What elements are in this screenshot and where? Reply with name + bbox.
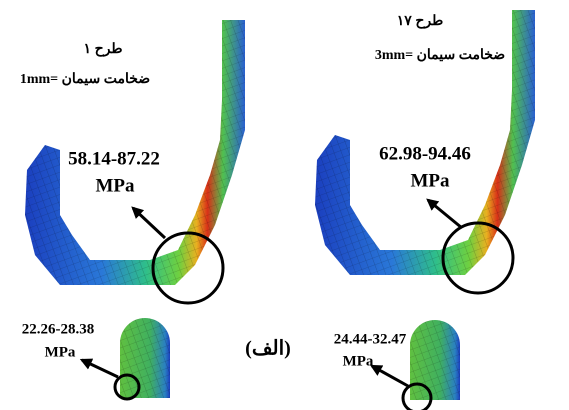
thickness-label: ضخامت سیمان =3mm	[375, 48, 505, 63]
right-stem	[410, 320, 460, 400]
stress-range: 62.98-94.46	[379, 143, 471, 164]
stress-range: 58.14-87.22	[68, 148, 160, 169]
arrow	[82, 360, 118, 377]
arrow	[428, 200, 462, 228]
figure-label: (الف)	[245, 338, 291, 360]
arrow	[372, 366, 408, 386]
stress-range: 22.26-28.38	[22, 321, 95, 337]
stress-unit: MPa	[410, 170, 450, 191]
stress-range: 24.44-32.47	[334, 331, 407, 347]
stress-unit: MPa	[95, 175, 135, 196]
stress-unit: MPa	[45, 344, 76, 360]
figure: طرح ۱ ضخامت سیمان =1mm 58.14-87.22 MPa 2…	[0, 0, 569, 410]
left-stem	[120, 318, 170, 398]
design-label: طرح ۱	[84, 42, 123, 57]
thickness-label: ضخامت سیمان =1mm	[20, 72, 150, 87]
design-label: طرح ۱۷	[397, 14, 443, 29]
stress-unit: MPa	[343, 353, 374, 369]
arrow	[133, 208, 165, 238]
